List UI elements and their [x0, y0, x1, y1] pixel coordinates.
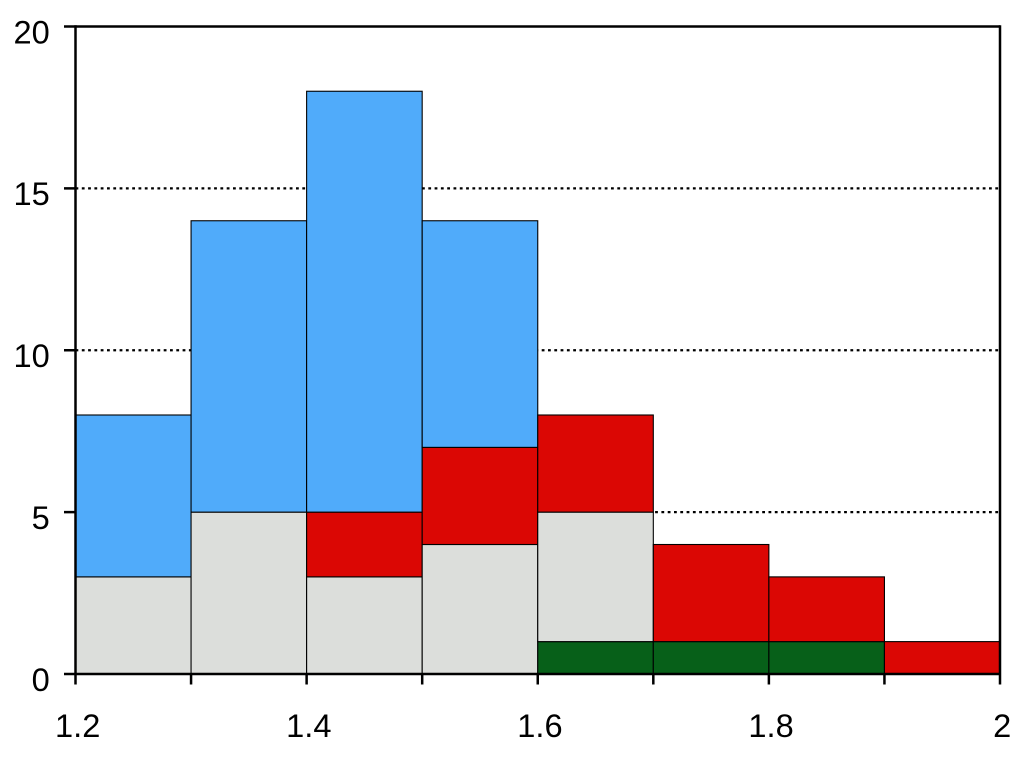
svg-text:2: 2	[993, 707, 1011, 744]
svg-text:1.2: 1.2	[55, 707, 100, 744]
svg-text:1.4: 1.4	[286, 707, 331, 744]
svg-text:5: 5	[32, 499, 50, 536]
svg-text:15: 15	[14, 175, 50, 212]
svg-text:20: 20	[14, 13, 50, 50]
svg-text:10: 10	[14, 337, 50, 374]
svg-text:1.8: 1.8	[748, 707, 793, 744]
svg-text:0: 0	[32, 661, 50, 698]
svg-text:1.6: 1.6	[517, 707, 562, 744]
